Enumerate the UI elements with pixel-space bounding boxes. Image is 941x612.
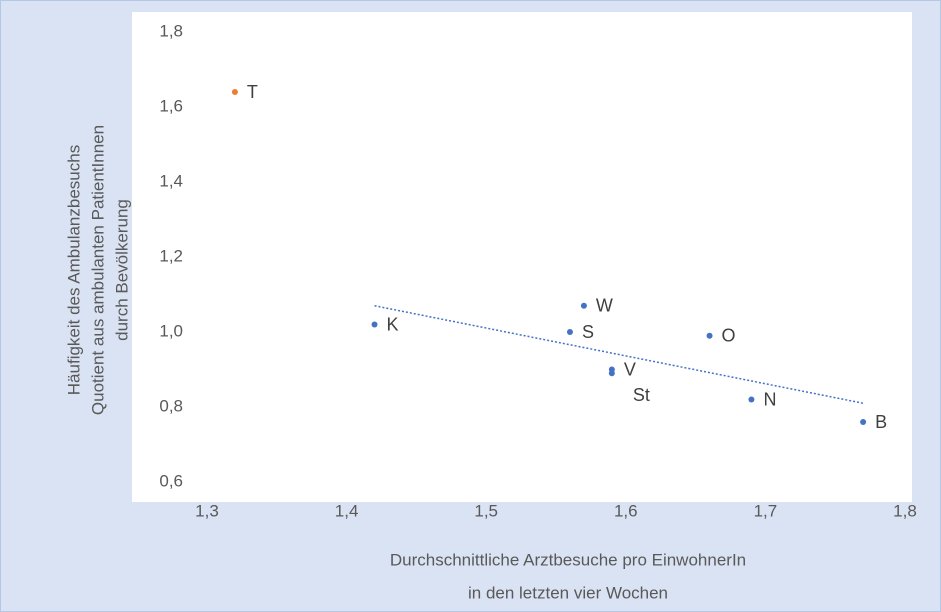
trendline (374, 305, 864, 404)
point (371, 321, 378, 328)
x-axis-title: Durchschnittliche Arztbesuche pro Einwoh… (390, 550, 746, 569)
point-label: T (247, 82, 258, 102)
x-tick-label: 1,7 (754, 501, 778, 520)
point-label: St (633, 385, 650, 405)
point (706, 332, 713, 339)
y-tick-label: 0,8 (159, 396, 183, 415)
y-tick-label: 0,6 (159, 471, 183, 490)
x-tick-label: 1,5 (474, 501, 498, 520)
x-axis-title: in den letzten vier Wochen (468, 583, 668, 602)
point-label: W (596, 296, 613, 316)
y-axis-title: durch Bevölkerung (112, 199, 131, 341)
y-axis-title: Häufigkeit des Ambulanzbesuchs (64, 145, 83, 395)
y-tick-label: 1,0 (159, 321, 183, 340)
point-label: N (763, 389, 776, 409)
y-axis-title: Quotient aus ambulanten PatientInnen (88, 125, 107, 415)
point (748, 396, 755, 403)
point-label: K (387, 314, 399, 334)
point (566, 329, 573, 335)
y-tick-label: 1,8 (159, 21, 183, 40)
y-tick-label: 1,4 (159, 171, 183, 190)
point (860, 419, 867, 425)
point-label: B (875, 412, 887, 432)
y-tick-label: 1,2 (159, 246, 183, 265)
point (580, 302, 587, 309)
plot-area (132, 12, 912, 502)
point (231, 89, 238, 95)
point-label: O (722, 326, 736, 346)
point-label: V (624, 359, 636, 379)
x-tick-label: 1,6 (614, 501, 638, 520)
x-tick-label: 1,3 (195, 501, 219, 520)
point (608, 370, 615, 377)
x-tick-label: 1,8 (893, 501, 917, 520)
y-tick-label: 1,6 (159, 96, 183, 115)
point-label: S (582, 322, 594, 342)
x-tick-label: 1,4 (335, 501, 359, 520)
